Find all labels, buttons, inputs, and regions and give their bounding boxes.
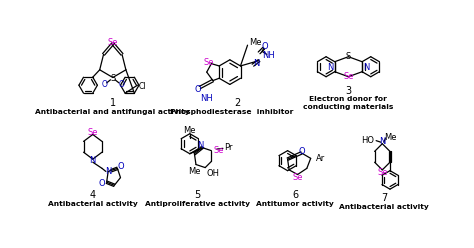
Text: Me: Me [384, 133, 397, 142]
Text: 2: 2 [235, 98, 241, 108]
Text: Antiproliferative activity: Antiproliferative activity [145, 201, 250, 207]
Text: O: O [118, 161, 125, 171]
Text: 5: 5 [194, 190, 201, 200]
Text: Antibacterial activity: Antibacterial activity [339, 204, 428, 210]
Text: O: O [194, 85, 201, 94]
Text: S: S [346, 52, 351, 61]
Text: 3: 3 [346, 86, 352, 96]
Text: 6: 6 [292, 190, 298, 200]
Text: conducting materials: conducting materials [303, 104, 393, 110]
Text: 4: 4 [90, 190, 96, 200]
Text: Me: Me [249, 38, 262, 47]
Text: O: O [262, 42, 269, 51]
Text: Me: Me [183, 126, 196, 135]
Text: N: N [197, 141, 204, 150]
Text: Pr: Pr [224, 143, 232, 152]
Text: Cl: Cl [139, 82, 146, 91]
Text: Se: Se [204, 58, 214, 67]
Text: O: O [299, 147, 306, 156]
Text: NH: NH [201, 94, 213, 103]
Text: Me: Me [188, 167, 201, 176]
Text: N: N [253, 59, 259, 68]
Text: Se: Se [108, 38, 118, 47]
Text: 7: 7 [381, 193, 387, 203]
Text: O: O [99, 179, 105, 188]
Text: Se: Se [214, 146, 224, 155]
Text: N: N [90, 156, 96, 165]
Text: Se: Se [377, 168, 388, 178]
Text: HO: HO [362, 136, 374, 145]
Text: Phosphodiesterase  inhibitor: Phosphodiesterase inhibitor [170, 109, 293, 115]
Text: Antitumor activity: Antitumor activity [256, 201, 334, 207]
Text: Se: Se [88, 128, 98, 137]
Text: N: N [363, 62, 369, 72]
Text: Se: Se [343, 72, 354, 81]
Text: OH: OH [207, 169, 220, 178]
Text: N: N [379, 137, 385, 146]
Text: NH: NH [262, 51, 275, 61]
Text: Antibacterial and antifungal activity: Antibacterial and antifungal activity [36, 109, 190, 115]
Text: N: N [105, 167, 111, 176]
Text: 1: 1 [110, 98, 116, 108]
Text: Ar: Ar [316, 154, 325, 163]
Text: O: O [118, 80, 124, 89]
Text: S: S [110, 74, 116, 83]
Text: O: O [101, 80, 107, 89]
Text: Electron donor for: Electron donor for [310, 96, 387, 102]
Text: Antibacterial activity: Antibacterial activity [48, 201, 137, 207]
Text: N: N [328, 62, 334, 72]
Text: Se: Se [292, 173, 303, 182]
